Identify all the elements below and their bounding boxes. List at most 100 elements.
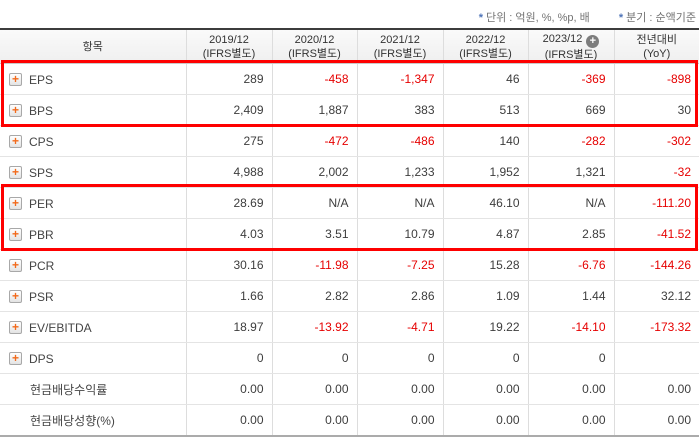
- row-label: DPS: [29, 351, 54, 366]
- row-label-cell: + CPS: [0, 125, 186, 157]
- row-label-cell: + BPS: [0, 94, 186, 126]
- note-basis: * 분기 : 순액기준: [619, 12, 696, 24]
- col-header-2021-12: 2021/12 (IFRS별도): [356, 28, 443, 64]
- expand-plus-icon[interactable]: +: [9, 134, 22, 148]
- table-row-pcr: + PCR 30.16 -11.98 -7.25 15.28 -6.76 -144.26: [0, 249, 699, 281]
- row-label: PER: [29, 196, 54, 211]
- value-cell: 15.28: [442, 249, 528, 281]
- value-cell: 0.00: [356, 404, 443, 437]
- row-label: 현금배당성향(%): [30, 413, 115, 428]
- table-head-row: 항목 2019/12 (IFRS별도) 2020/12 (IFRS별도) 2021/12(…: [0, 28, 699, 64]
- expand-plus-icon[interactable]: +: [9, 103, 22, 117]
- value-cell: 0: [185, 342, 272, 374]
- expand-plus-icon[interactable]: +: [9, 258, 22, 272]
- value-cell: 1,321: [527, 156, 614, 188]
- value-cell: 1.09: [442, 280, 528, 312]
- row-label: EV/EBITDA: [29, 320, 92, 335]
- row-label: BPS: [29, 103, 54, 118]
- value-cell: 0.00: [442, 373, 528, 405]
- value-cell: 4.87: [442, 218, 528, 250]
- expand-plus-icon[interactable]: +: [9, 165, 22, 179]
- table-row-ev-ebitda: + EV/EBITDA 18.97 -13.92 -4.71 19.22 -14.10 -17…: [0, 311, 699, 343]
- table-row-bps: + BPS 2,409 1,887 383 513 669 30: [0, 94, 699, 126]
- row-label: EPS: [29, 72, 54, 87]
- table-row-dps: + DPS 0 0 0 0 0: [0, 342, 699, 374]
- unit-notes: * 단위 : 억원, %, %p, 배 * 분기 : 순액기준: [479, 9, 696, 25]
- row-label-cell: + DPS: [0, 342, 186, 374]
- value-cell: N/A: [271, 187, 357, 219]
- table-row-psr: + PSR 1.66 2.82 2.86 1.09 1.44 32.12: [0, 280, 699, 312]
- row-label-cell: + EPS: [0, 63, 186, 95]
- col-header-2020-12: 2020/12 (IFRS별도): [271, 28, 357, 64]
- row-label: PSR: [29, 289, 54, 304]
- value-cell: -7.25: [356, 249, 443, 281]
- value-cell: -369: [527, 63, 614, 95]
- col-header-yoy: 전년대비 (YoY): [613, 28, 699, 64]
- value-cell: 275: [185, 125, 272, 157]
- value-cell: -898: [613, 63, 699, 95]
- expand-plus-icon[interactable]: +: [9, 227, 22, 241]
- col-header-item: 항목: [0, 28, 186, 64]
- value-cell: -486: [356, 125, 443, 157]
- value-cell: 0.00: [185, 404, 272, 437]
- value-cell: 3.51: [271, 218, 357, 250]
- row-label-cell: + SPS: [0, 156, 186, 188]
- value-cell: 4,988: [185, 156, 272, 188]
- value-cell: 0.00: [356, 373, 443, 405]
- expand-plus-icon[interactable]: +: [9, 289, 22, 303]
- value-cell: -144.26: [613, 249, 699, 281]
- value-cell: 18.97: [185, 311, 272, 343]
- value-cell: 0: [356, 342, 443, 374]
- value-cell: 0.00: [185, 373, 272, 405]
- note-unit-star: *: [478, 12, 483, 24]
- value-cell: 0.00: [527, 373, 614, 405]
- value-cell: -6.76: [527, 249, 614, 281]
- expand-plus-icon[interactable]: +: [9, 72, 22, 86]
- value-cell: 383: [356, 94, 443, 126]
- value-cell: 2.82: [271, 280, 357, 312]
- row-label: CPS: [29, 134, 54, 149]
- value-cell: 1,233: [356, 156, 443, 188]
- value-cell: -302: [613, 125, 699, 157]
- table-row-cps: + CPS 275 -472 -486 140 -282 -302: [0, 125, 699, 157]
- col-header-2023-12: 2023/12 + (IFRS별도): [527, 28, 614, 64]
- add-column-plus-icon[interactable]: +: [586, 34, 600, 48]
- value-cell: -32: [613, 156, 699, 188]
- value-cell: 10.79: [356, 218, 443, 250]
- value-cell: 46: [442, 63, 528, 95]
- expand-plus-icon[interactable]: +: [9, 320, 22, 334]
- table-row-현금배당수익률: 현금배당수익률 0.00 0.00 0.00 0.00 0.00 0.00: [0, 373, 699, 405]
- value-cell: 19.22: [442, 311, 528, 343]
- col-header-2022-12: 2022/12 (IFRS별도): [442, 28, 528, 64]
- note-basis-star: *: [618, 12, 624, 24]
- value-cell: -458: [271, 63, 357, 95]
- value-cell: 30.16: [185, 249, 272, 281]
- row-label: SPS: [29, 165, 54, 180]
- value-cell: -41.52: [613, 218, 699, 250]
- table-row-eps: + EPS 289 -458 -1,347 46 -369 -898: [0, 63, 699, 95]
- value-cell: 0: [442, 342, 528, 374]
- value-cell: 32.12: [613, 280, 699, 312]
- value-cell: N/A: [356, 187, 443, 219]
- value-cell: 0: [271, 342, 357, 374]
- value-cell: 1,887: [271, 94, 357, 126]
- expand-plus-icon[interactable]: +: [9, 196, 22, 210]
- note-unit: * 단위 : 억원, %, %p, 배: [479, 12, 590, 24]
- note-basis-text: 분기 : 순액기준: [626, 12, 696, 24]
- value-cell: 1,952: [442, 156, 528, 188]
- value-cell: 0.00: [613, 404, 699, 437]
- value-cell: -1,347: [356, 63, 443, 95]
- value-cell: 46.10: [442, 187, 528, 219]
- row-label-cell: + PCR: [0, 249, 186, 281]
- expand-plus-icon[interactable]: +: [9, 351, 22, 365]
- row-label-cell: + EV/EBITDA: [0, 311, 186, 343]
- value-cell: N/A: [527, 187, 614, 219]
- row-label: 현금배당수익률: [30, 382, 108, 397]
- value-cell: 1.66: [185, 280, 272, 312]
- value-cell: 28.69: [185, 187, 272, 219]
- value-cell: 2.85: [527, 218, 614, 250]
- row-label-cell: 현금배당성향(%): [0, 404, 186, 437]
- note-unit-text: 단위 : 억원, %, %p, 배: [485, 12, 590, 24]
- value-cell: -14.10: [527, 311, 614, 343]
